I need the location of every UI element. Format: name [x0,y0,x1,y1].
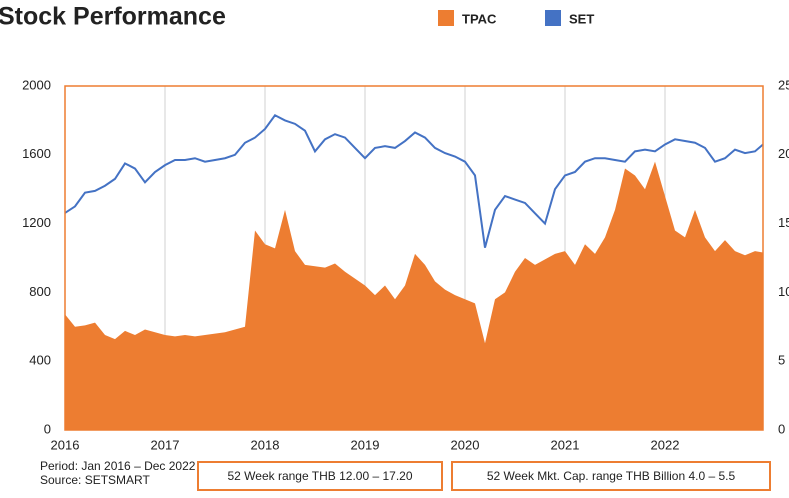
y-tick-label: 0 [44,421,51,436]
x-tick-label: 2016 [51,437,80,452]
y2-tick-label: 5 [778,353,785,368]
y2-tick-label: 15 [778,215,789,230]
x-tick-label: 2022 [651,437,680,452]
cap-box [451,461,771,491]
legend-swatch [545,10,561,26]
area [65,161,763,430]
chart-title: Stock Performance [0,3,226,31]
range-box [197,461,443,491]
y2-tick-label: 0 [778,421,785,436]
y2-tick-label: 25 [778,77,789,92]
x-tick-label: 2021 [551,437,580,452]
x-tick-label: 2019 [351,437,380,452]
x-tick-label: 2017 [151,437,180,452]
legend-label: TPAC [462,11,497,26]
source: Source: SETSMART [40,473,150,487]
y-tick-label: 1200 [22,215,51,230]
y2-tick-label: 20 [778,146,789,161]
y-tick-label: 400 [29,353,51,368]
y-tick-label: 2000 [22,77,51,92]
x-tick-label: 2020 [451,437,480,452]
x-tick-label: 2018 [251,437,280,452]
legend-swatch [438,10,454,26]
plot-frame [64,85,764,431]
cap-text: 52 Week Mkt. Cap. range THB Billion 4.0 … [487,469,736,483]
legend-label: SET [569,11,594,26]
period: Period: Jan 2016 – Dec 2022 [40,459,196,473]
range-text: 52 Week range THB 12.00 – 17.20 [227,469,412,483]
y-tick-label: 1600 [22,146,51,161]
y2-tick-label: 10 [778,284,789,299]
line [64,113,764,248]
y-tick-label: 800 [29,284,51,299]
